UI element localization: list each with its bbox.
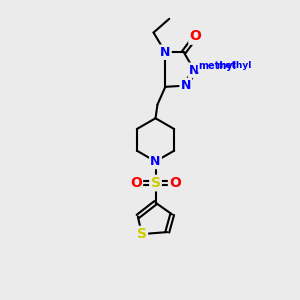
Text: N: N [160,46,170,59]
Text: N: N [181,79,191,92]
Text: N: N [150,155,161,168]
Text: O: O [130,176,142,190]
Text: S: S [137,227,147,241]
Text: N: N [189,64,199,77]
Text: methyl: methyl [217,61,252,70]
Text: S: S [151,176,160,190]
Text: O: O [190,29,202,44]
Text: O: O [169,176,181,190]
Text: methyl: methyl [199,61,237,71]
